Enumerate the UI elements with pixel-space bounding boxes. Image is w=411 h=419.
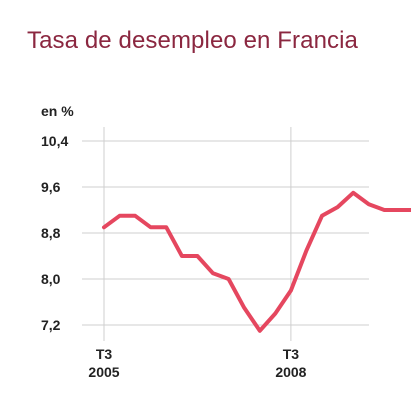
y-axis-unit-label: en % bbox=[41, 103, 74, 119]
chart-title: Tasa de desempleo en Francia bbox=[27, 27, 358, 54]
data-series bbox=[102, 190, 411, 333]
y-axis-ticks: 7,2 8,0 8,8 9,6 10,4 bbox=[41, 133, 68, 333]
x-tick-quarter-label: T3 bbox=[283, 346, 300, 362]
x-tick-year-label: 2005 bbox=[88, 364, 119, 380]
x-axis-ticks: T32005T32008T32011T32015 bbox=[88, 346, 306, 380]
y-tick-label: 9,6 bbox=[41, 179, 61, 195]
unemployment-rate-line bbox=[102, 190, 411, 333]
y-tick-label: 7,2 bbox=[41, 317, 61, 333]
y-tick-label: 8,8 bbox=[41, 225, 61, 241]
y-tick-label: 8,0 bbox=[41, 271, 61, 287]
x-tick-year-label: 2008 bbox=[275, 364, 306, 380]
y-tick-label: 10,4 bbox=[41, 133, 68, 149]
x-tick-quarter-label: T3 bbox=[96, 346, 113, 362]
